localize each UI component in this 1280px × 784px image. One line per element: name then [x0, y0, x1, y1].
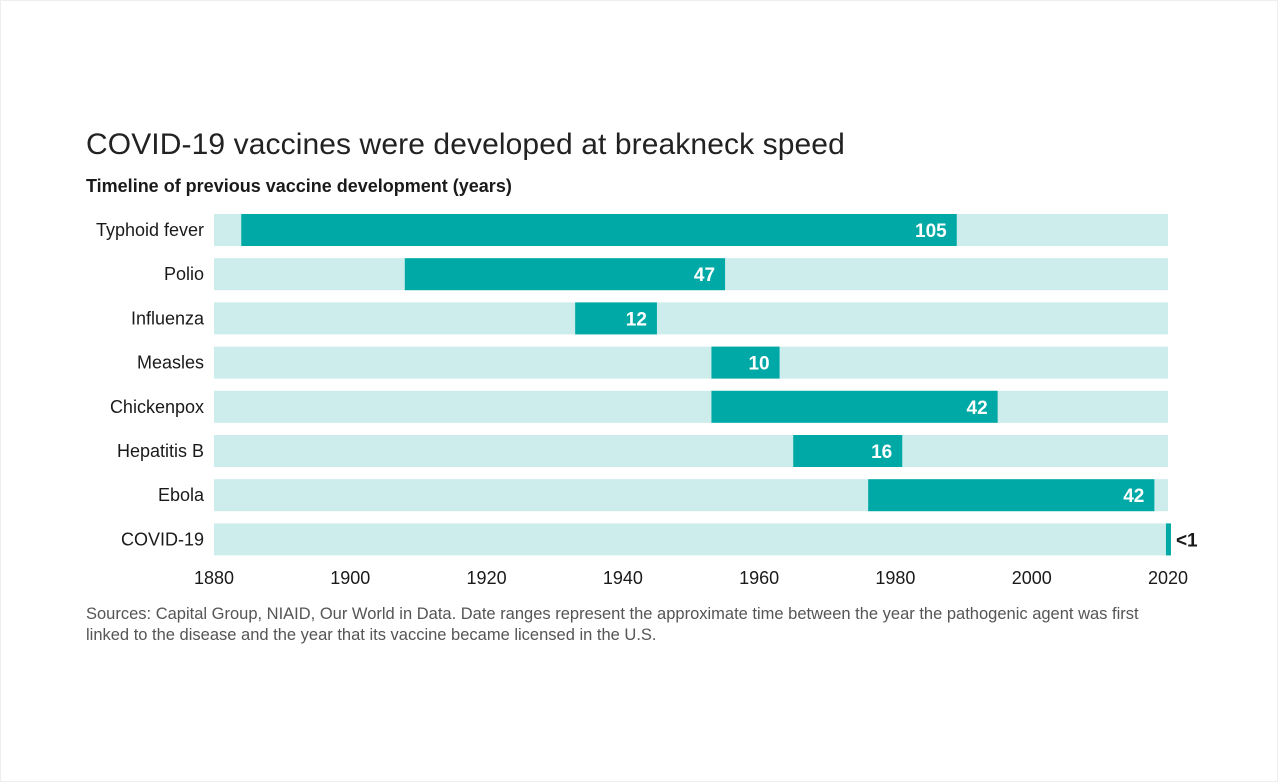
value-label: 42: [967, 398, 988, 419]
category-label: Ebola: [158, 485, 205, 505]
x-tick-label: 1900: [330, 568, 370, 588]
value-label: <1: [1176, 530, 1198, 551]
category-label: Chickenpox: [110, 397, 204, 417]
x-tick-label: 1960: [739, 568, 779, 588]
category-label: Typhoid fever: [96, 220, 204, 240]
source-note: Sources: Capital Group, NIAID, Our World…: [86, 605, 1139, 644]
category-label: COVID-19: [121, 529, 204, 549]
track-bar: [214, 523, 1168, 556]
x-tick-label: 1980: [875, 568, 915, 588]
track-bar: [214, 302, 1168, 335]
duration-bar: [575, 302, 657, 335]
duration-bar: [241, 214, 957, 246]
category-label: Polio: [164, 264, 204, 284]
category-label: Influenza: [131, 308, 205, 328]
duration-bar: [793, 435, 903, 467]
duration-bar: [711, 346, 780, 379]
x-tick-label: 1940: [603, 568, 643, 588]
x-tick-label: 1880: [194, 568, 234, 588]
x-tick-label: 1920: [467, 568, 507, 588]
track-bar: [214, 435, 1168, 467]
chart-area: Typhoid fever 105 Polio 47 Influenza 12 Measle…: [0, 200, 1280, 600]
chart-subtitle: Timeline of previous vaccine development…: [86, 176, 512, 196]
range-bar-chart: Typhoid fever 105 Polio 47 Influenza 12 Measle…: [96, 214, 1198, 588]
category-label: Measles: [137, 353, 204, 373]
value-label: 12: [626, 309, 647, 330]
duration-bar: [1165, 523, 1171, 556]
value-label: 10: [748, 354, 769, 375]
track-bar: [214, 390, 1168, 423]
duration-bar: [404, 258, 726, 291]
category-label: Hepatitis B: [117, 441, 204, 461]
value-label: 42: [1123, 486, 1144, 507]
chart-title: COVID-19 vaccines were developed at brea…: [86, 128, 845, 161]
x-tick-label: 2020: [1148, 568, 1188, 588]
duration-bar: [711, 390, 998, 423]
track-bar: [214, 346, 1168, 379]
duration-bar: [868, 479, 1155, 512]
value-label: 105: [915, 221, 947, 242]
value-label: 16: [871, 442, 892, 463]
value-label: 47: [694, 265, 715, 286]
x-tick-label: 2000: [1012, 568, 1052, 588]
